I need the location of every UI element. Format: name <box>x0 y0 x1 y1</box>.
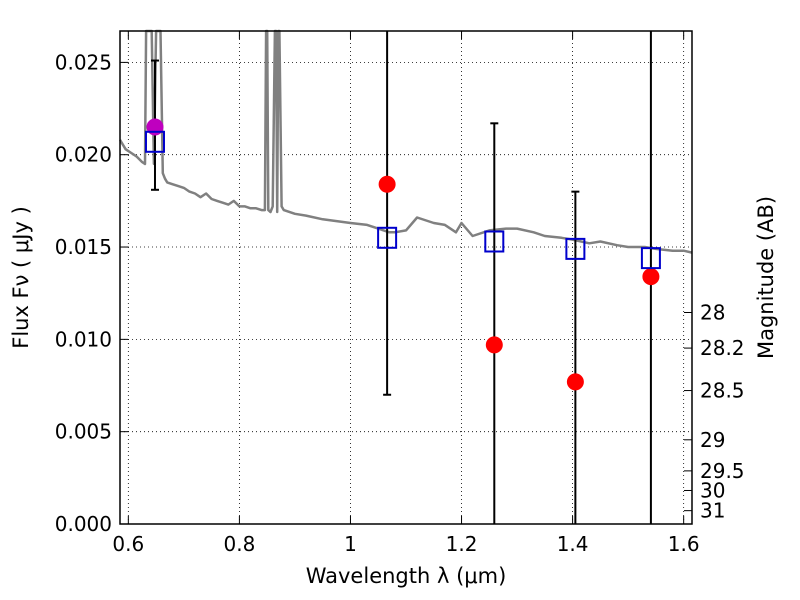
model-point <box>565 237 586 260</box>
point-layer <box>146 118 660 391</box>
model-point <box>144 130 165 153</box>
y2-tick-label: 30 <box>700 478 725 502</box>
y-tick-label: 0.010 <box>55 327 112 351</box>
grid-layer <box>120 31 692 525</box>
x-axis-title: Wavelength λ (μm) <box>306 564 507 588</box>
y2-tick-label: 28.2 <box>700 336 745 360</box>
x-tick-label: 0.6 <box>112 532 144 556</box>
model-point <box>377 226 398 249</box>
x-tick-label: 1.4 <box>557 532 589 556</box>
tick-layer: 0.6 0.8 1 1.2 1.4 1.6 0.000 0.005 0.010 0.015 0.02… <box>55 31 745 556</box>
data-point <box>485 336 503 354</box>
model-point <box>484 230 505 253</box>
model-point <box>640 247 661 270</box>
data-point <box>566 373 584 391</box>
plot-frame <box>119 30 693 525</box>
template-spectrum-line <box>118 29 693 254</box>
y-tick-label: 0.005 <box>55 420 112 444</box>
x-tick-label: 1.2 <box>446 532 478 556</box>
y-tick-label: 0.020 <box>55 143 112 167</box>
spectrum-layer <box>118 29 693 254</box>
errorbar-layer <box>150 31 652 524</box>
model-layer <box>144 130 661 270</box>
x-tick-label: 1.6 <box>668 532 700 556</box>
y-tick-label: 0.015 <box>55 235 112 259</box>
y2-tick-label: 29.5 <box>700 459 745 483</box>
data-point <box>378 175 396 193</box>
y-tick-label: 0.025 <box>55 50 112 74</box>
data-point <box>642 268 660 286</box>
x-tick-label: 1 <box>344 532 357 556</box>
y2-tick-label: 29 <box>700 428 725 452</box>
y-axis-title: Flux Fν ( μJy ) <box>9 206 33 349</box>
y2-tick-label: 28.5 <box>700 379 745 403</box>
y2-axis-title: Magnitude (AB) <box>754 196 778 359</box>
x-tick-label: 0.8 <box>223 532 255 556</box>
y2-tick-label: 31 <box>700 499 725 523</box>
y2-tick-label: 28 <box>700 301 725 325</box>
y-tick-label: 0.000 <box>55 512 112 536</box>
